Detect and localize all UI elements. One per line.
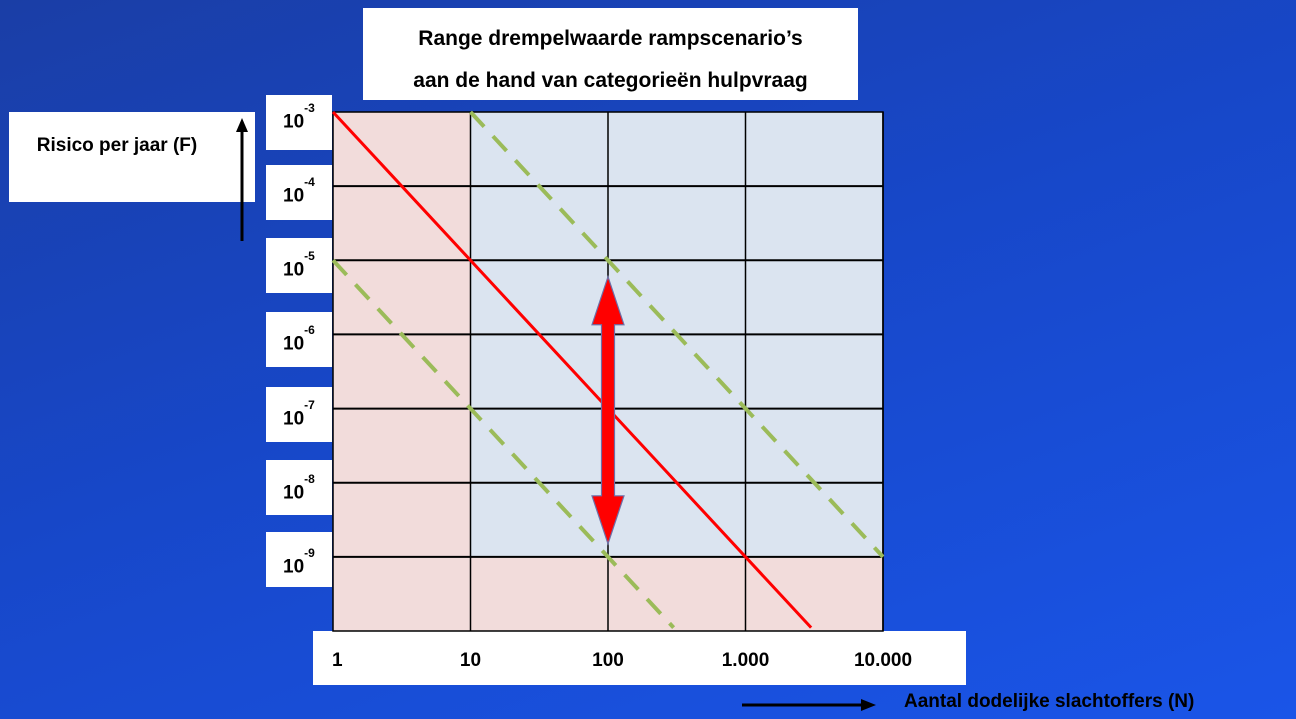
y-tick-base: 10 (283, 333, 305, 355)
y-tick-base: 10 (283, 111, 305, 133)
plot-region (470, 556, 883, 631)
y-tick-exponent: -5 (304, 249, 315, 264)
x-tick-box (313, 631, 966, 685)
y-axis-arrow-head (236, 118, 248, 132)
y-tick-label: 10-8 (283, 473, 315, 504)
y-tick-box (266, 532, 332, 587)
y-tick-label: 10-9 (283, 547, 315, 578)
y-tick-base: 10 (283, 407, 305, 429)
y-tick-label: 10-6 (283, 324, 315, 355)
y-tick-label: 10-7 (283, 399, 315, 429)
chart-title-line-1: Range drempelwaarde rampscenario’s (418, 27, 803, 50)
x-axis-label: Aantal dodelijke slachtoffers (N) (904, 691, 1195, 712)
y-tick-box (266, 460, 332, 515)
y-tick-box (266, 238, 332, 293)
y-tick-box (266, 387, 332, 442)
title-box: Range drempelwaarde rampscenario’s aan d… (363, 8, 858, 100)
y-tick-label: 10-4 (283, 176, 315, 207)
y-tick-label: 10-5 (283, 250, 315, 281)
y-tick-base: 10 (283, 185, 305, 207)
y-tick-base: 10 (283, 482, 305, 504)
x-tick-label: 10 (459, 650, 482, 671)
y-tick-base: 10 (283, 259, 305, 281)
y-tick-label: 10-3 (283, 102, 315, 133)
y-tick-exponent: -4 (304, 175, 315, 190)
x-tick-label: 100 (592, 650, 624, 671)
y-tick-exponent: -3 (304, 101, 315, 115)
y-tick-exponent: -7 (304, 397, 315, 412)
chart-title-line-2: aan de hand van categorieën hulpvraag (413, 69, 808, 92)
x-tick-label: 10.000 (853, 650, 913, 671)
series-line-dashed (469, 110, 885, 559)
y-tick-exponent: -8 (304, 471, 315, 486)
y-tick-box (266, 95, 332, 150)
y-axis-label-box: Risico per jaar (F) (9, 112, 255, 202)
x-tick-label: 1 (332, 650, 343, 671)
series-line-solid (331, 110, 813, 629)
y-axis-label: Risico per jaar (F) (36, 135, 198, 156)
y-tick-box (266, 312, 332, 367)
series-line-dashed (331, 258, 676, 629)
y-tick-box (266, 165, 332, 220)
y-tick-base: 10 (283, 556, 305, 578)
x-tick-label: 1.000 (721, 650, 770, 671)
x-axis-arrow-head (861, 699, 876, 711)
double-arrow-annotation (591, 274, 625, 546)
y-tick-exponent: -9 (304, 545, 315, 560)
plot-region (333, 112, 471, 631)
y-tick-exponent: -6 (304, 323, 315, 338)
plot-frame (332, 111, 884, 632)
